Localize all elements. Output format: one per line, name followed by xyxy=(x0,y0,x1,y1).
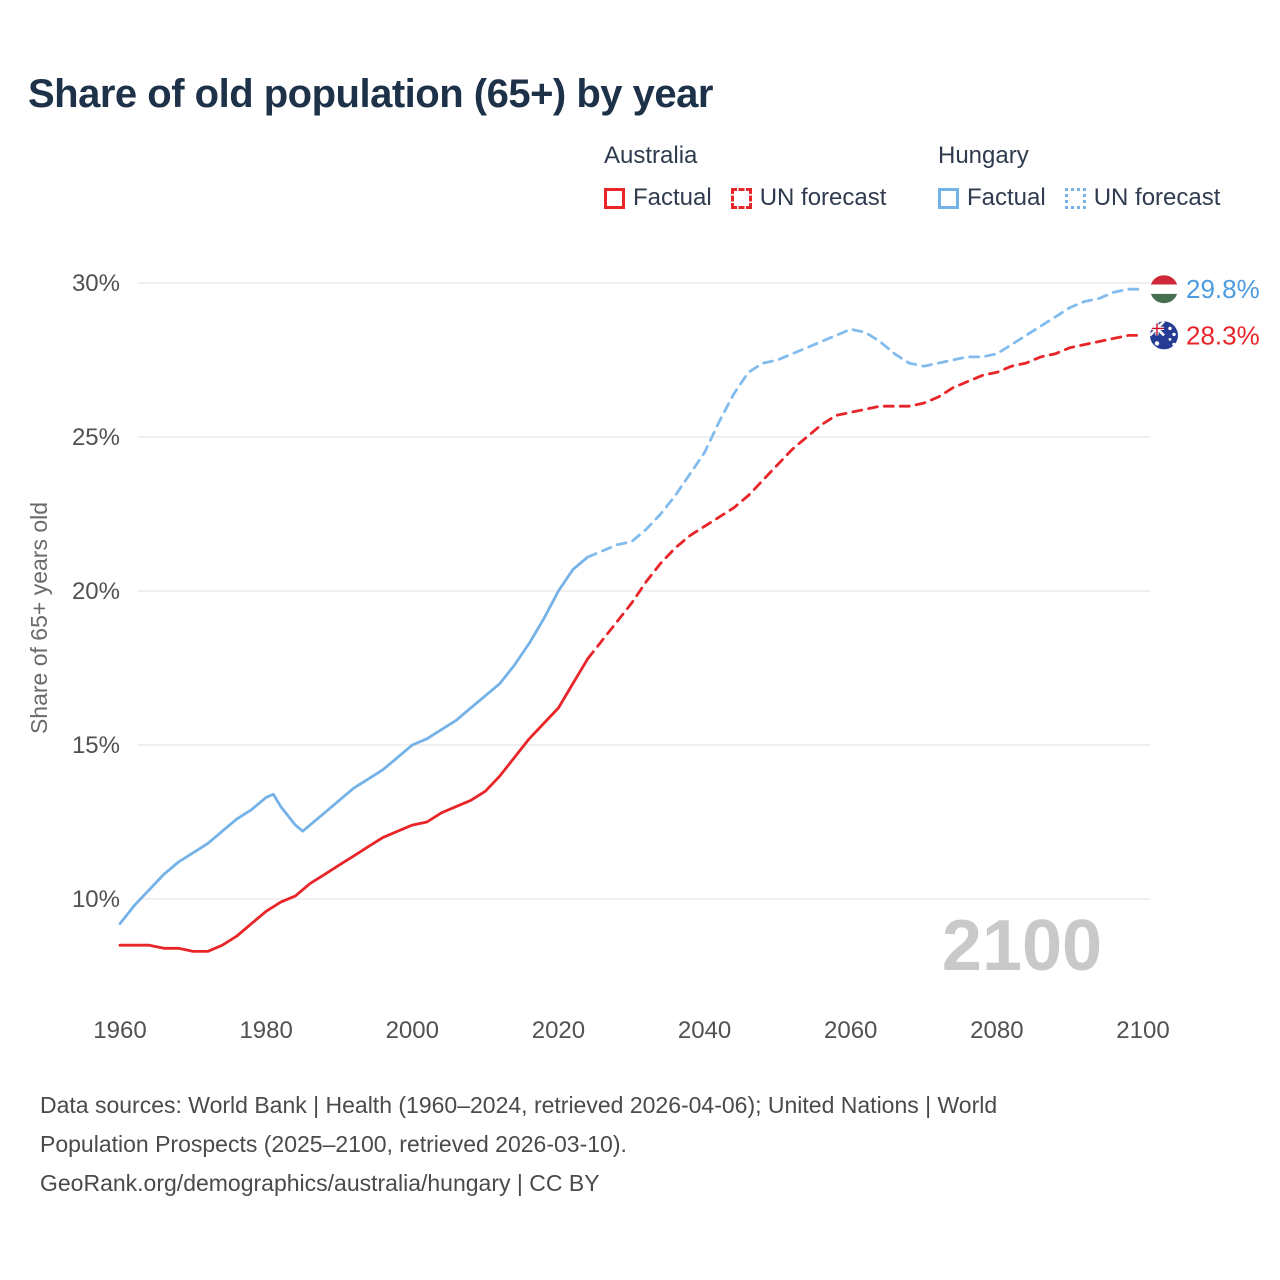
x-tick-label: 1980 xyxy=(239,1017,292,1044)
legend-items-australia: Factual UN forecast xyxy=(604,184,905,212)
watermark-year: 2100 xyxy=(942,906,1102,986)
hungary-un-forecast-line xyxy=(586,287,1145,559)
footer-line-2: Population Prospects (2025–2100, retriev… xyxy=(40,1131,627,1157)
hungary-forecast-label: UN forecast xyxy=(1093,184,1221,211)
australia-un-forecast-line xyxy=(586,334,1145,661)
footer-line-1: Data sources: World Bank | Health (1960–… xyxy=(40,1092,998,1118)
y-tick-label: 20% xyxy=(72,578,120,605)
footer-line-3: GeoRank.org/demographics/australia/hunga… xyxy=(40,1170,600,1196)
australia-forecast-label: UN forecast xyxy=(759,184,887,211)
x-tick-label: 1960 xyxy=(93,1017,146,1044)
x-axis-ticks-group: 1960 1980 2000 2020 2040 2060 2080 2100 xyxy=(93,1017,1169,1044)
y-axis-label: Share of 65+ years old xyxy=(26,502,52,734)
y-tick-label: 30% xyxy=(72,270,120,297)
x-tick-label: 2020 xyxy=(532,1017,585,1044)
australia-forecast-swatch-icon xyxy=(730,187,752,209)
legend-group-australia: Australia Factual UN forecast xyxy=(604,142,905,212)
legend-country-hungary: Hungary xyxy=(938,142,1029,169)
x-tick-label: 2060 xyxy=(824,1017,877,1044)
x-tick-label: 2100 xyxy=(1116,1017,1169,1044)
hungary-end-value: 29.8% xyxy=(1186,274,1260,304)
y-tick-label: 25% xyxy=(72,424,120,451)
hungary-factual-swatch-icon xyxy=(938,187,959,209)
data-sources-footer: Data sources: World Bank | Health (1960–… xyxy=(40,1086,997,1203)
series-group xyxy=(118,287,1145,953)
hungary-forecast-swatch-icon xyxy=(1064,187,1086,209)
y-tick-label: 15% xyxy=(72,732,120,759)
hungary-factual-line xyxy=(118,555,590,925)
australia-factual-line xyxy=(118,657,590,953)
legend-items-hungary: Factual UN forecast xyxy=(938,184,1239,212)
chart-title: Share of old population (65+) by year xyxy=(28,72,713,116)
australia-end-value: 28.3% xyxy=(1186,320,1260,350)
legend-country-australia: Australia xyxy=(604,142,698,169)
gridlines-group: 10% 15% 20% 25% 30% xyxy=(72,270,1150,913)
hungary-factual-label: Factual xyxy=(967,184,1046,211)
legend-group-hungary: Hungary Factual UN forecast xyxy=(938,142,1239,212)
x-tick-label: 2040 xyxy=(678,1017,731,1044)
australia-factual-label: Factual xyxy=(633,184,712,211)
australia-flag-icon xyxy=(1150,321,1178,350)
x-tick-label: 2080 xyxy=(970,1017,1023,1044)
hungary-flag-icon xyxy=(1150,275,1178,304)
y-tick-label: 10% xyxy=(72,886,120,913)
australia-factual-swatch-icon xyxy=(604,187,625,209)
x-tick-label: 2000 xyxy=(386,1017,439,1044)
line-chart-plot: 10% 15% 20% 25% 30% 2100 Share of 65+ years … xyxy=(26,270,1260,1044)
